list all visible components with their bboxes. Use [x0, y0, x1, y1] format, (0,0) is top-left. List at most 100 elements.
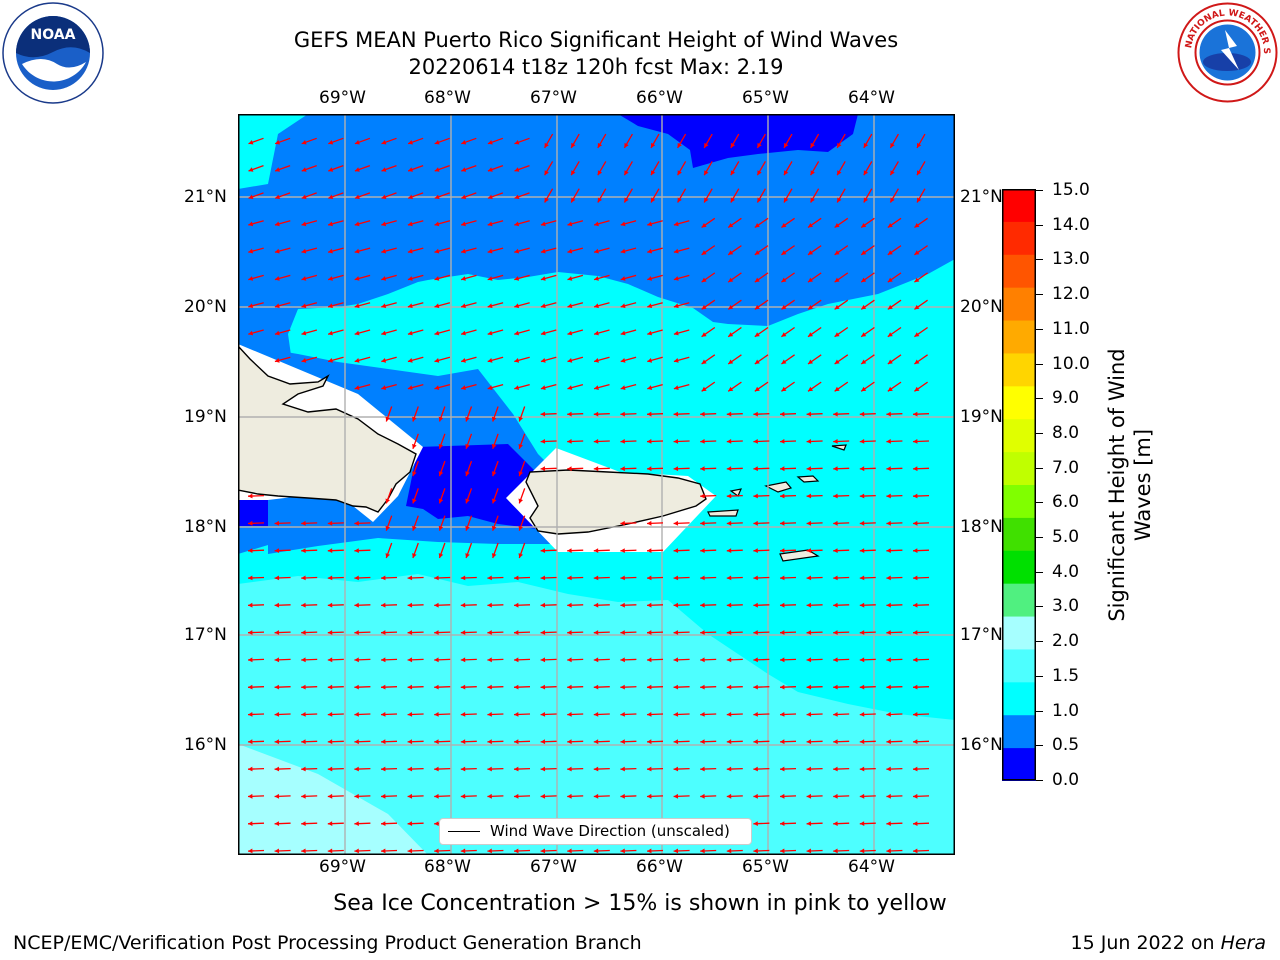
wave-arrow-head	[544, 142, 549, 148]
wave-arrow-head	[647, 766, 652, 772]
wave-arrow-head	[407, 712, 413, 717]
wave-arrow-head	[673, 385, 679, 390]
wave-arrow-head	[594, 330, 599, 336]
wave-arrow-head	[806, 575, 812, 581]
wave-arrow-head	[833, 411, 838, 417]
wave-arrow-head	[913, 439, 918, 444]
wave-arrow-head	[327, 793, 333, 799]
lon-label-bottom: 67°W	[530, 857, 577, 877]
wave-arrow-head	[514, 602, 519, 608]
wave-arrow-head	[593, 684, 599, 690]
wave-arrow-head	[514, 684, 519, 690]
wave-arrow-head	[593, 657, 599, 663]
wave-arrow-head	[886, 766, 891, 772]
wave-arrow-head	[540, 766, 546, 772]
wave-arrow-head	[677, 170, 682, 176]
wave-arrow-head	[301, 821, 306, 826]
wave-arrow-head	[327, 712, 333, 717]
wave-arrow-head	[890, 170, 895, 176]
wave-arrow-head	[567, 221, 573, 227]
wave-arrow-head	[567, 602, 572, 608]
wave-arrow-head	[780, 684, 785, 690]
wave-arrow-head	[275, 140, 280, 145]
wave-arrow-head	[861, 386, 867, 392]
wave-arrow-head	[381, 630, 386, 635]
wave-arrow-head	[487, 630, 492, 635]
wave-arrow-head	[594, 276, 599, 281]
colorbar-cell	[1002, 616, 1036, 651]
colorbar-tick-label: 9.0	[1052, 388, 1080, 409]
colorbar-cell	[1002, 485, 1036, 519]
wave-arrow-head	[859, 520, 865, 526]
wave-arrow-head	[886, 520, 891, 526]
wave-arrow-head	[593, 766, 599, 772]
wave-arrow-head	[274, 766, 280, 772]
wave-arrow-head	[381, 303, 387, 309]
wave-arrow-head	[354, 221, 360, 227]
wave-arrow-head	[673, 466, 679, 472]
wave-arrow-head	[461, 194, 467, 200]
wave-arrow-head	[567, 466, 572, 472]
wave-arrow-head	[301, 140, 307, 145]
wave-arrow-head	[620, 793, 625, 799]
wave-arrow-head	[438, 443, 444, 449]
wave-arrow-head	[917, 142, 922, 148]
wave-arrow-head	[593, 575, 599, 581]
wave-arrow-head	[887, 277, 893, 283]
wave-arrow-head	[806, 793, 812, 799]
wave-arrow-head	[753, 439, 758, 444]
wave-arrow-head	[890, 142, 895, 148]
wave-arrow-head	[540, 575, 546, 581]
wave-arrow-head	[248, 684, 253, 690]
wave-arrow-head	[673, 712, 679, 717]
wave-arrow-head	[540, 248, 546, 254]
colorbar-tick-label: 15.0	[1052, 180, 1090, 200]
wave-arrow-head	[274, 630, 280, 635]
wave-arrow-head	[434, 739, 439, 745]
wave-arrow-head	[913, 848, 918, 854]
colorbar-label: Significant Height of Wind Waves [m]	[1105, 348, 1155, 622]
wave-arrow-head	[328, 358, 333, 363]
wave-arrow-head	[434, 575, 439, 581]
wave-arrow-head	[887, 304, 893, 310]
wave-arrow-head	[913, 411, 918, 417]
wave-arrow-head	[780, 520, 785, 526]
wave-arrow-head	[784, 142, 789, 148]
wave-direction-arrows	[247, 133, 930, 854]
wave-arrow-head	[248, 712, 253, 717]
wave-arrow-head	[327, 739, 333, 745]
wave-arrow-head	[567, 848, 572, 854]
wave-arrow-head	[567, 548, 572, 553]
wave-arrow-head	[487, 385, 493, 390]
wave-arrow-head	[248, 575, 253, 581]
wave-arrow-head	[248, 766, 253, 772]
wave-arrow-head	[886, 793, 891, 799]
lat-label-left: 19°N	[184, 407, 227, 427]
wave-arrow-head	[859, 602, 865, 608]
wave-arrow-head	[757, 170, 762, 176]
wave-arrow-head	[301, 739, 306, 745]
wave-arrow-head	[833, 439, 838, 444]
wave-arrow-head	[354, 194, 360, 200]
colorbar-tick-label: 4.0	[1052, 561, 1080, 582]
wave-arrow-head	[301, 221, 307, 227]
wave-arrow-head	[594, 221, 599, 227]
lon-label-top: 65°W	[742, 88, 789, 108]
wave-arrow-head	[328, 167, 334, 172]
colorbar-cell	[1002, 353, 1036, 387]
wave-arrow-head	[859, 739, 865, 745]
wave-arrow-head	[327, 602, 333, 608]
wave-arrow-head	[728, 359, 734, 364]
wave-arrow-head	[514, 358, 520, 363]
wave-arrow-head	[567, 303, 573, 309]
wave-arrow-head	[381, 358, 387, 363]
wave-arrow-head	[594, 248, 599, 254]
wave-arrow-head	[460, 602, 466, 608]
wave-arrow-head	[407, 276, 413, 281]
wave-arrow-head	[540, 630, 546, 635]
wave-arrow-head	[412, 525, 417, 531]
wave-arrow-head	[487, 167, 493, 172]
wave-arrow-head	[806, 766, 812, 772]
wave-arrow-head	[248, 602, 253, 608]
wave-arrow-head	[754, 359, 760, 364]
